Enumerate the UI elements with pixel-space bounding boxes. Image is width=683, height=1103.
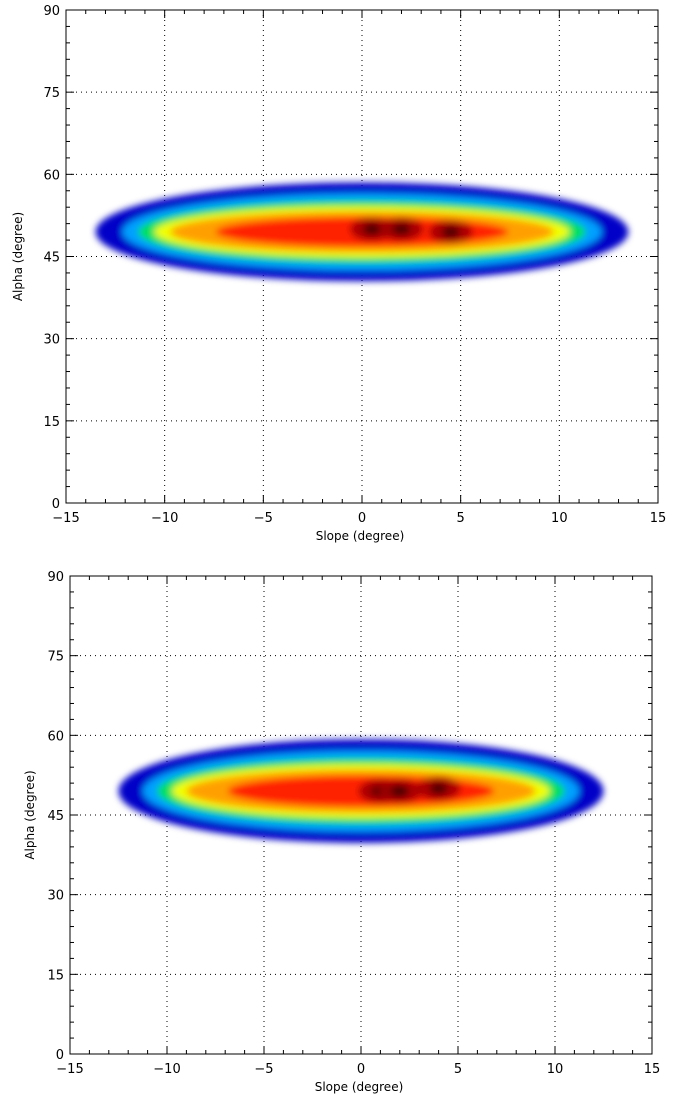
x-axis-label: Slope (degree) [315, 1080, 404, 1094]
y-tick-label: 15 [47, 968, 64, 983]
x-tick-label: 10 [551, 511, 568, 526]
y-tick-label: 30 [43, 333, 60, 348]
x-tick-label: 10 [547, 1062, 564, 1077]
x-tick-label: −15 [52, 511, 79, 526]
x-tick-label: 15 [650, 511, 667, 526]
y-tick-label: 60 [43, 168, 60, 183]
y-tick-label: 75 [47, 650, 64, 665]
x-tick-label: −10 [151, 511, 178, 526]
x-tick-label: −5 [254, 511, 273, 526]
x-tick-label: 5 [454, 1062, 462, 1077]
y-tick-label: 90 [43, 4, 60, 19]
x-tick-label: −10 [153, 1062, 180, 1077]
y-tick-label: 30 [47, 889, 64, 904]
y-axis-label: Alpha (degree) [11, 212, 25, 301]
y-tick-label: 45 [43, 251, 60, 266]
y-tick-label: 0 [52, 497, 60, 512]
chart-top: −15 −10 −5 0 5 10 15 0 15 30 45 60 75 90 Slope (degree… [11, 4, 666, 543]
density-peak-core [441, 225, 460, 238]
x-tick-label: 15 [644, 1062, 661, 1077]
x-tick-label: 0 [358, 511, 366, 526]
axis-ticks [69, 575, 653, 1055]
y-tick-label: 90 [47, 570, 64, 585]
x-tick-label: −5 [254, 1062, 273, 1077]
y-tick-label: 0 [56, 1048, 64, 1063]
y-tick-label: 75 [43, 86, 60, 101]
density-blob [95, 182, 629, 282]
y-tick-label: 60 [47, 729, 64, 744]
y-tick-label: 15 [43, 415, 60, 430]
x-tick-label: 0 [357, 1062, 365, 1077]
y-tick-label: 45 [47, 809, 64, 824]
density-peak-core [390, 785, 409, 798]
y-axis-label: Alpha (degree) [23, 770, 37, 859]
density-peak-core [362, 223, 381, 236]
axis-ticks [65, 9, 659, 504]
x-tick-label: 5 [457, 511, 465, 526]
tick-labels: −15 −10 −5 0 5 10 15 0 15 30 45 60 75 90 [43, 4, 666, 526]
chart-bottom: −15 −10 −5 0 5 10 15 0 15 30 45 60 75 90 Slope (degree… [23, 570, 660, 1094]
x-tick-label: −15 [56, 1062, 83, 1077]
density-blob [118, 739, 604, 843]
x-axis-label: Slope (degree) [316, 529, 405, 543]
density-peak-core [429, 782, 448, 795]
density-peak-core [392, 223, 411, 236]
tick-labels: −15 −10 −5 0 5 10 15 0 15 30 45 60 75 90 [47, 570, 660, 1077]
